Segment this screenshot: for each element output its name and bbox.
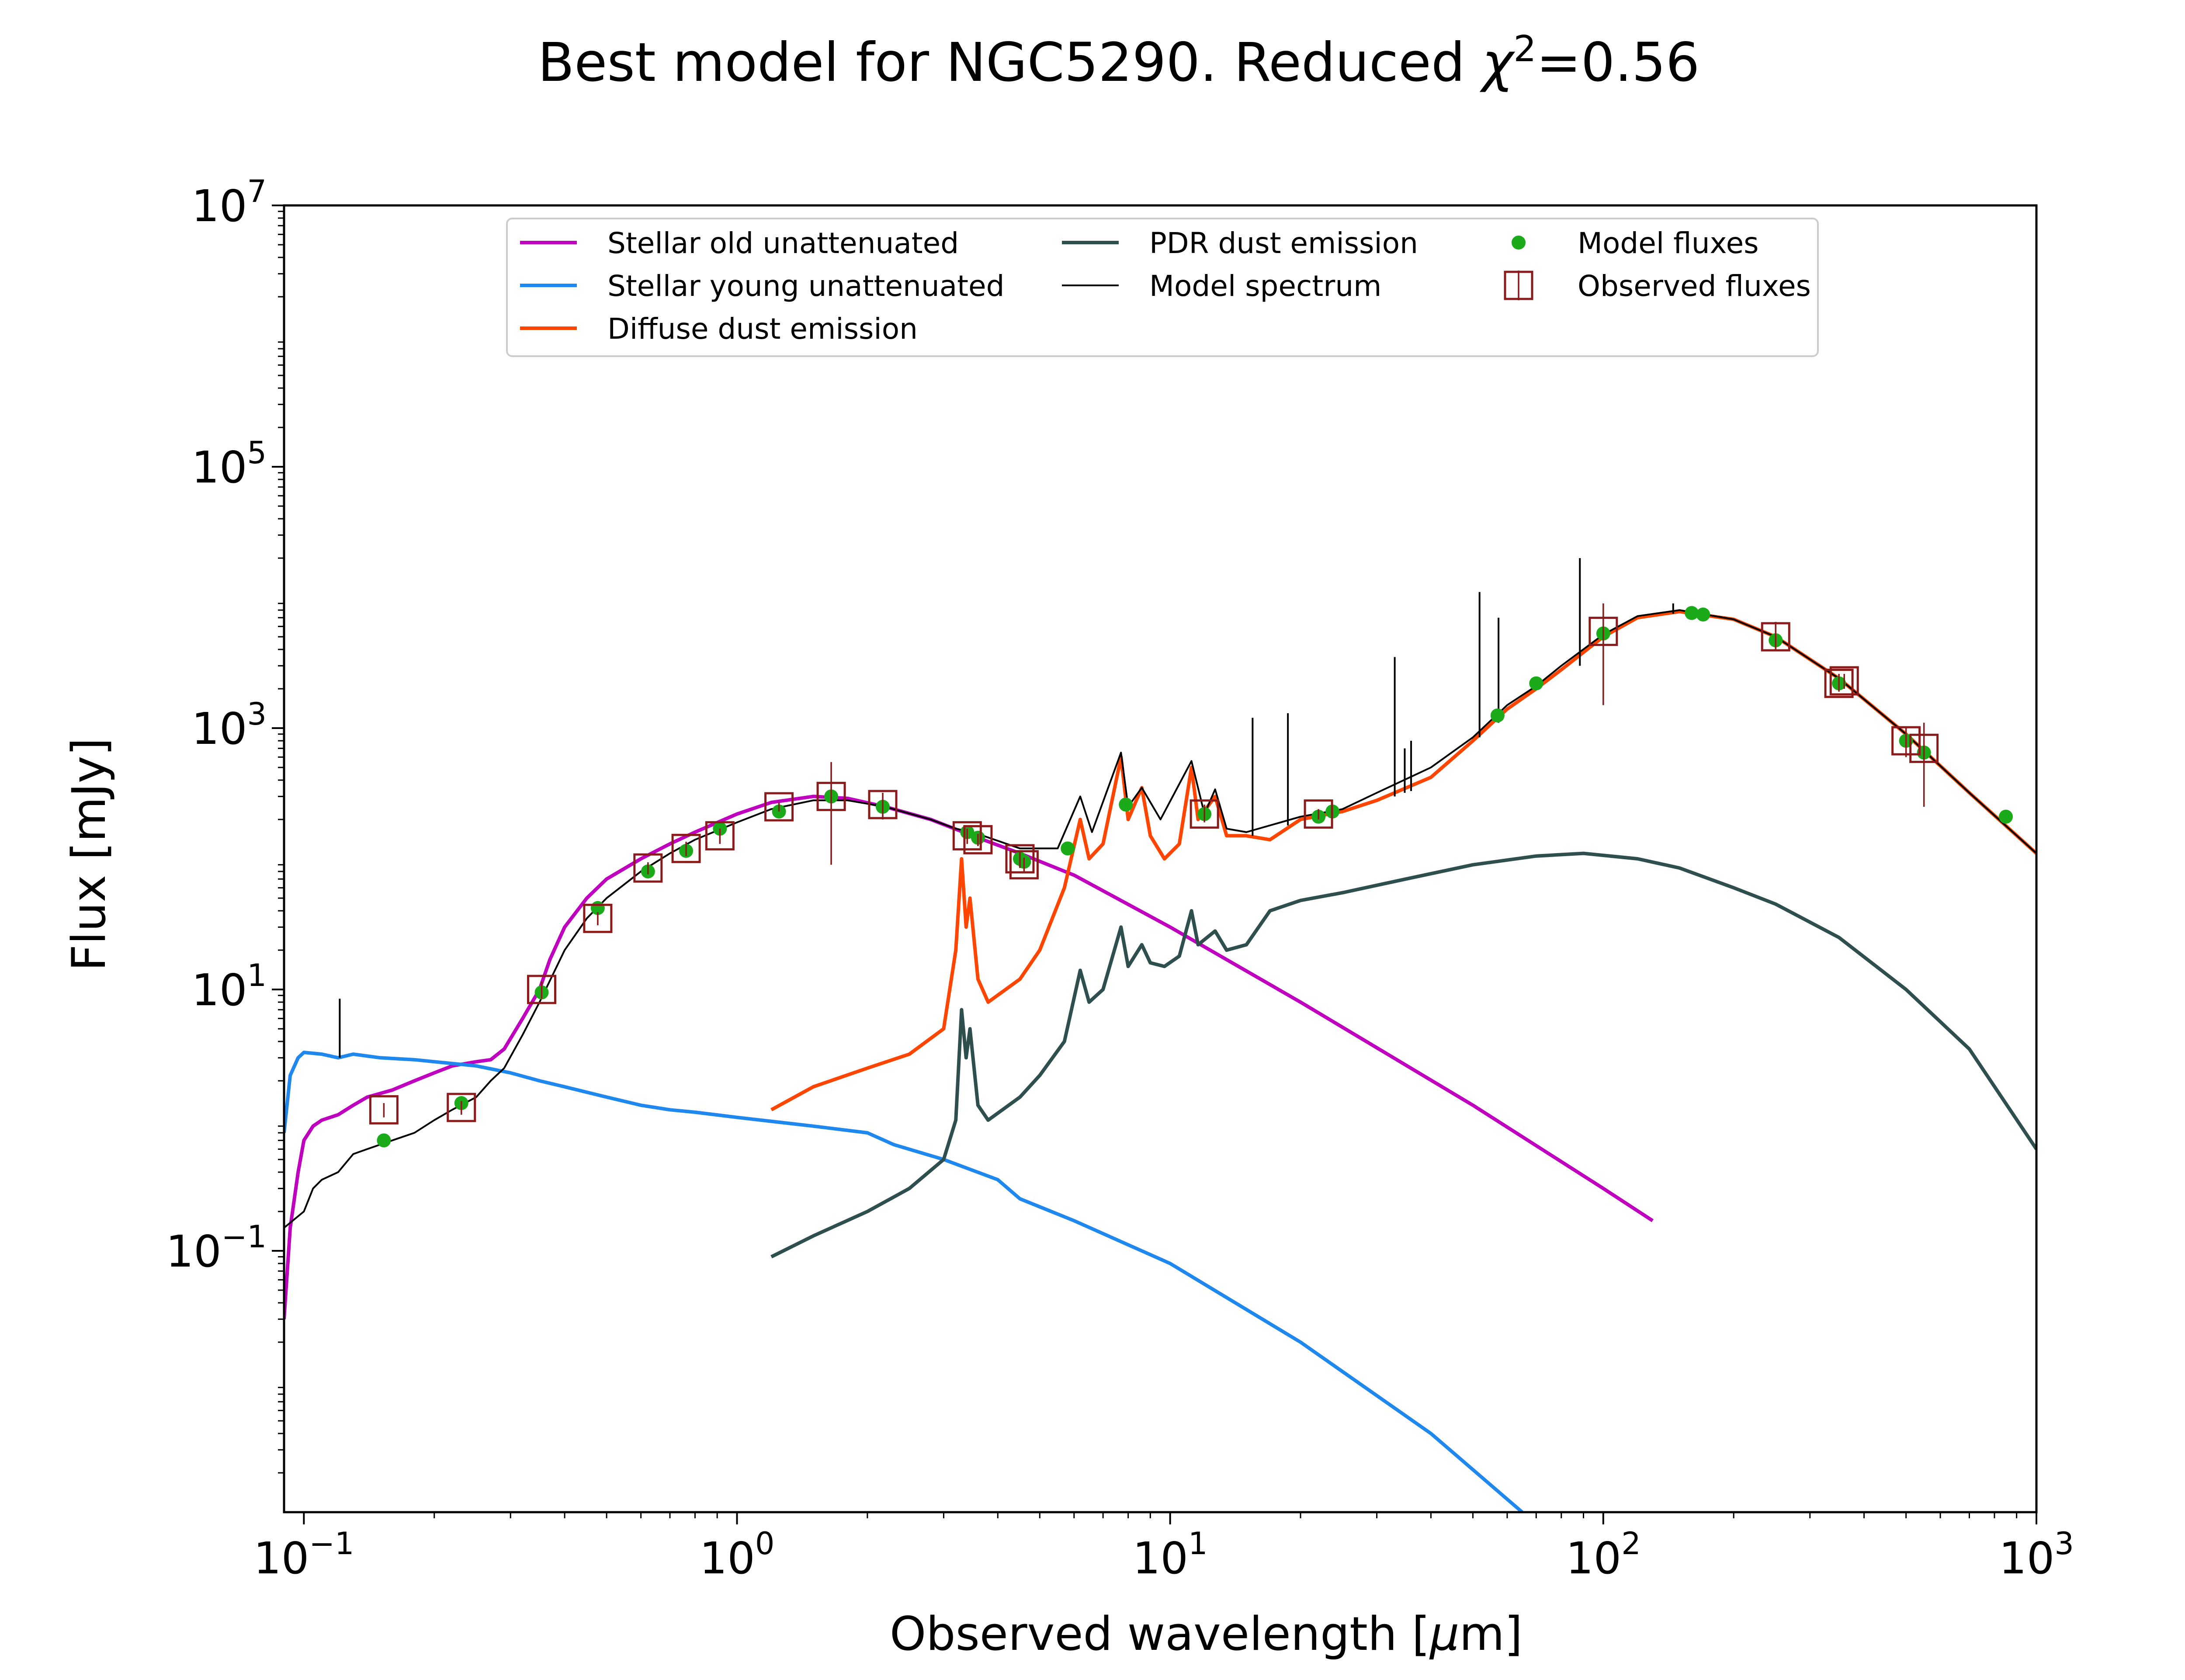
chart-legend: Stellar old unattenuated Stellar young un…	[506, 218, 1819, 357]
legend-entry-model-fluxes: Model fluxes	[1512, 226, 1759, 260]
legend-label: PDR dust emission	[1149, 226, 1418, 260]
x-tick-label: 10−1	[253, 1526, 354, 1584]
x-label-mu: μ	[1429, 1607, 1459, 1661]
series-line-diffuse-dust-emission	[770, 610, 2036, 1111]
legend-label: Model spectrum	[1149, 269, 1381, 303]
legend-label: Stellar old unattenuated	[607, 226, 959, 260]
chart-title: Best model for NGC5290. Reduced χ2=0.56	[538, 28, 1700, 94]
observed-flux-marker	[1005, 844, 1035, 874]
observed-flux-marker	[671, 833, 701, 863]
y-tick-label: 101	[191, 958, 267, 1016]
model-flux-point	[1490, 708, 1505, 723]
x-label-main: Observed wavelength [	[890, 1607, 1430, 1661]
x-label-unit: m]	[1460, 1607, 1523, 1661]
observed-flux-marker	[1009, 850, 1039, 880]
model-flux-point	[1529, 676, 1543, 691]
series-line-stellar-old-unattenuated	[284, 795, 1654, 1319]
observed-flux-marker	[705, 821, 735, 850]
observed-flux-marker	[1824, 669, 1854, 698]
observed-flux-marker	[764, 792, 794, 822]
legend-entry-pdr-dust-emission: PDR dust emission	[1062, 226, 1418, 260]
series-line-stellar-young-unattenuated	[284, 1051, 1524, 1512]
legend-entry-observed-fluxes: Observed fluxes	[1504, 269, 1811, 303]
observed-flux-marker	[868, 790, 898, 819]
x-tick-label: 103	[1999, 1526, 2074, 1584]
legend-entry-stellar-old-unattenuated: Stellar old unattenuated	[520, 226, 959, 260]
observed-flux-marker	[952, 821, 982, 850]
legend-label: Observed fluxes	[1578, 269, 1811, 303]
axes-layer: 10−1 100 101 102 103 10−1 101 103 105 107	[166, 174, 2074, 1584]
observed-flux-marker	[816, 781, 846, 811]
legend-swatch	[1504, 271, 1533, 300]
observed-flux-marker	[963, 825, 993, 854]
series-line-pdr-dust-emission	[770, 851, 2036, 1259]
y-axis-label: Flux [mJy]	[62, 738, 116, 971]
model-flux-point	[1696, 607, 1710, 622]
legend-entry-model-spectrum: Model spectrum	[1062, 269, 1381, 303]
legend-swatch	[1512, 236, 1526, 250]
model-flux-point	[1999, 809, 2013, 824]
observed-flux-marker	[1829, 666, 1859, 696]
model-flux-point	[377, 1133, 391, 1148]
y-tick-label: 105	[191, 435, 267, 493]
x-axis-label: Observed wavelength [μm]	[890, 1607, 1523, 1661]
observed-flux-marker	[1891, 726, 1921, 756]
title-prefix: Best model for NGC5290. Reduced	[538, 31, 1482, 94]
x-tick-label: 101	[1133, 1526, 1208, 1584]
model-flux-point	[1119, 797, 1133, 812]
observed-flux-marker	[1588, 617, 1618, 646]
observed-flux-marker	[1304, 799, 1333, 829]
legend-entry-diffuse-dust-emission: Diffuse dust emission	[520, 312, 918, 346]
legend-label: Stellar young unattenuated	[607, 269, 1005, 303]
title-exponent: 2	[1513, 28, 1536, 70]
title-suffix: =0.56	[1536, 31, 1700, 94]
observed-flux-marker	[1761, 622, 1790, 652]
observed-flux-marker	[633, 853, 663, 883]
observed-flux-marker	[447, 1093, 476, 1122]
legend-label: Diffuse dust emission	[607, 312, 918, 346]
y-tick-label: 10−1	[166, 1219, 267, 1277]
model-flux-point	[1061, 841, 1075, 856]
observed-flux-marker	[1190, 799, 1219, 829]
plot-frame	[283, 204, 2038, 1513]
plot-area	[284, 558, 2036, 1512]
legend-entry-stellar-young-unattenuated: Stellar young unattenuated	[520, 269, 1005, 303]
y-tick-label: 103	[191, 696, 267, 754]
observed-flux-marker	[369, 1095, 399, 1125]
observed-flux-marker	[583, 903, 613, 933]
legend-label: Model fluxes	[1578, 226, 1759, 260]
x-tick-label: 100	[700, 1526, 775, 1584]
title-chi: χ	[1479, 31, 1515, 94]
x-tick-label: 102	[1566, 1526, 1641, 1584]
model-flux-point	[1685, 606, 1699, 620]
y-tick-label: 107	[191, 174, 267, 232]
legend-box	[506, 218, 1819, 357]
observed-flux-marker	[527, 975, 557, 1004]
observed-flux-marker	[1909, 733, 1939, 763]
